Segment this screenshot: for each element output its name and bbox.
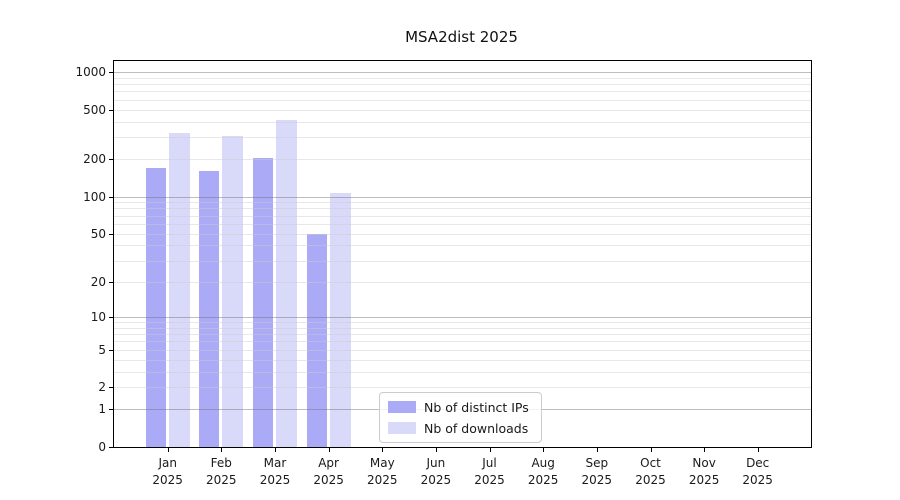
y-tick-label-500: 500 [83, 102, 106, 117]
y-tick-mark-5 [109, 349, 114, 351]
x-tick-label-feb: Feb 2025 [206, 456, 237, 487]
x-tick-label-may: May 2025 [367, 456, 398, 487]
legend-label-distinct-ips: Nb of distinct IPs [424, 399, 529, 415]
x-tick-mark-feb [221, 448, 223, 452]
y-tick-mark-1 [109, 409, 114, 411]
y-tick-mark-200 [109, 159, 114, 161]
y-tick-mark-20 [109, 281, 114, 283]
y-tick-label-5: 5 [98, 342, 106, 357]
bar-downloads-jan [168, 132, 190, 447]
legend-entry-distinct-ips: Nb of distinct IPs [388, 398, 529, 416]
x-tick-label-sep: Sep 2025 [581, 456, 613, 487]
x-tick-mark-dec [757, 448, 759, 452]
y-tick-mark-2 [109, 387, 114, 389]
x-tick-label-jun: Jun 2025 [420, 456, 452, 487]
x-tick-label-oct: Oct 2025 [635, 456, 666, 487]
gridline-400 [114, 121, 811, 123]
x-tick-label-nov: Nov 2025 [688, 456, 720, 487]
chart-title: MSA2dist 2025 [405, 28, 518, 46]
gridline-900 [114, 77, 811, 79]
y-tick-label-1: 1 [98, 402, 106, 417]
x-tick-mark-apr [328, 448, 330, 452]
y-tick-label-2: 2 [98, 380, 106, 395]
bar-downloads-feb [222, 136, 244, 447]
legend-entry-downloads: Nb of downloads [388, 419, 529, 437]
bar-distinct-ips-feb [199, 170, 220, 447]
y-tick-label-200: 200 [83, 152, 106, 167]
x-tick-label-aug: Aug 2025 [527, 456, 559, 487]
x-tick-mark-mar [275, 448, 276, 452]
x-tick-label-mar: Mar 2025 [259, 456, 291, 487]
y-tick-label-20: 20 [90, 274, 106, 289]
y-tick-mark-1000 [109, 71, 114, 73]
gridline-1000 [114, 71, 811, 73]
y-tick-mark-10 [109, 316, 114, 318]
x-tick-mark-aug [543, 448, 545, 452]
x-tick-mark-jun [435, 448, 437, 452]
y-tick-label-10: 10 [90, 309, 106, 324]
y-tick-mark-0 [109, 447, 114, 448]
x-tick-mark-jan [167, 448, 169, 452]
x-tick-label-apr: Apr 2025 [313, 456, 344, 487]
legend-swatch-distinct-ips [388, 401, 416, 413]
bar-distinct-ips-mar [253, 158, 273, 447]
x-tick-mark-jul [489, 448, 491, 452]
y-tick-mark-50 [109, 233, 114, 235]
bar-distinct-ips-apr [306, 233, 327, 447]
legend: Nb of distinct IPs Nb of downloads [379, 392, 542, 443]
x-tick-mark-oct [650, 448, 652, 452]
x-tick-label-jul: Jul 2025 [474, 456, 505, 487]
y-tick-mark-100 [109, 196, 114, 198]
legend-swatch-downloads [388, 422, 416, 434]
y-tick-label-0: 0 [98, 440, 106, 454]
x-tick-mark-sep [596, 448, 598, 452]
gridline-200 [114, 159, 811, 161]
plot-area: 0 1 2 5 10 20 50 100 200 500 1000 Jan 2025 Feb 2025… [75, 60, 812, 487]
y-tick-label-50: 50 [90, 226, 106, 241]
legend-label-downloads: Nb of downloads [424, 420, 529, 436]
y-tick-mark-500 [109, 109, 114, 111]
y-tick-label-100: 100 [83, 189, 106, 204]
gridline-700 [114, 91, 811, 93]
bar-downloads-mar [276, 120, 297, 447]
gridline-500 [114, 109, 811, 111]
x-tick-mark-may [382, 448, 384, 452]
bar-distinct-ips-jan [145, 167, 166, 447]
x-tick-label-jan: Jan 2025 [152, 456, 183, 487]
bar-downloads-apr [329, 193, 351, 447]
gridline-300 [114, 137, 811, 139]
x-tick-mark-nov [704, 448, 706, 452]
gridline-600 [114, 99, 811, 101]
x-tick-label-dec: Dec 2025 [742, 456, 773, 487]
gridline-800 [114, 84, 811, 85]
y-tick-label-1000: 1000 [75, 64, 106, 79]
